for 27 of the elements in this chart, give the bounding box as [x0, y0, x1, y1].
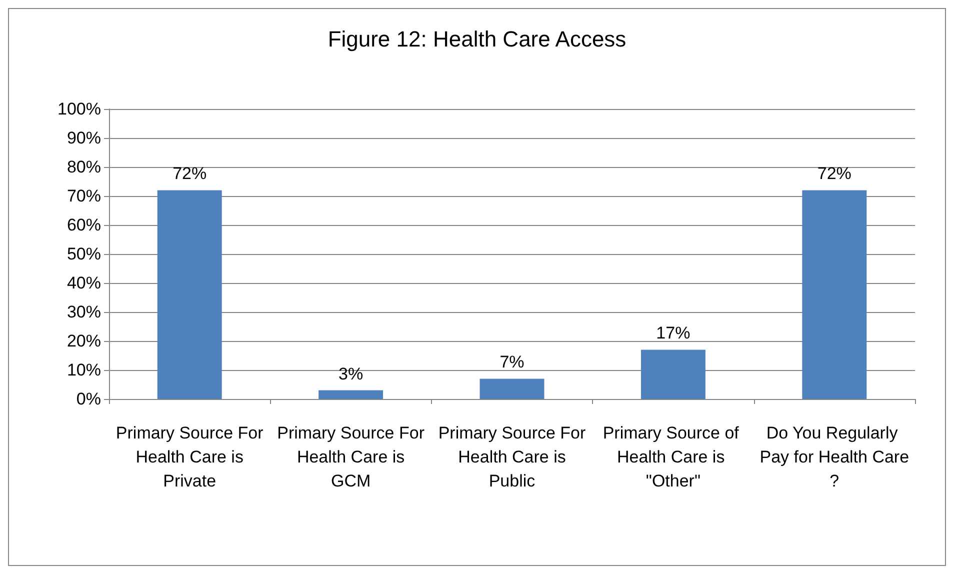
data-label: 17% [656, 324, 690, 343]
data-label: 3% [338, 364, 364, 384]
bar [802, 190, 867, 399]
x-tick-label: Primary Source For Health Care is GCM [277, 424, 425, 490]
chart-title: Figure 12: Health Care Access [328, 26, 626, 52]
bar [640, 350, 706, 399]
data-label: 72% [172, 164, 207, 184]
bar [157, 190, 222, 399]
bar [480, 378, 544, 399]
y-tick-label: 30% [66, 302, 101, 322]
bar [318, 390, 384, 399]
x-tick-label: Primary Source For Health Care is Private [116, 424, 264, 490]
y-tick-label: 100% [58, 100, 101, 118]
x-tick-label: Primary Source For Health Care is Public [438, 424, 586, 490]
y-tick-label: 60% [66, 216, 101, 234]
y-tick-label: 90% [66, 128, 101, 148]
data-label: 7% [500, 352, 524, 372]
data-label: 72% [817, 164, 852, 184]
x-tick-label: Do You Regularly Pay for Health Care? [760, 424, 910, 490]
y-tick-label: 20% [66, 332, 101, 350]
y-tick-label: 10% [66, 360, 101, 380]
y-tick-label: 70% [66, 186, 101, 206]
y-tick-label: 40% [66, 274, 101, 292]
y-tick-label: 50% [66, 244, 101, 264]
y-tick-label: 80% [66, 158, 101, 176]
x-tick-label: Primary Source of Health Care is "Other" [602, 424, 744, 490]
y-tick-label: 0% [76, 390, 101, 408]
